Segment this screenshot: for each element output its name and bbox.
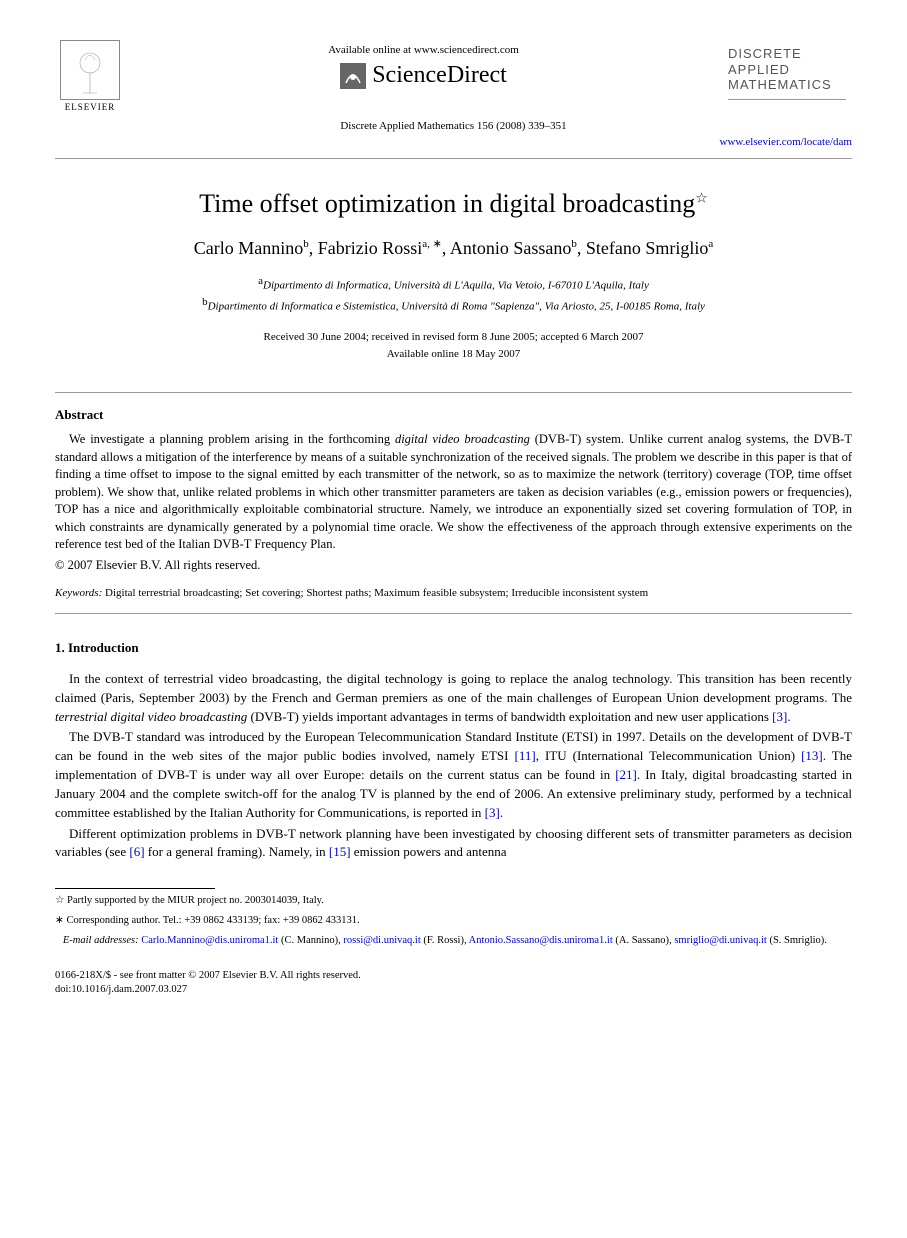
platform-name: ScienceDirect — [372, 62, 507, 89]
affiliation-a: aDipartimento di Informatica, Università… — [55, 273, 852, 294]
abstract-heading: Abstract — [55, 407, 852, 423]
email-mannino[interactable]: Carlo.Mannino@dis.uniroma1.it — [141, 935, 278, 946]
title-footnote-marker: ☆ — [695, 191, 708, 206]
publisher-logo: ELSEVIER — [55, 40, 125, 112]
online-date: Available online 18 May 2007 — [55, 346, 852, 363]
author-list: Carlo Manninob, Fabrizio Rossia, ∗, Anto… — [55, 237, 852, 259]
ref-link-3b[interactable]: [3] — [485, 805, 500, 820]
available-online-text: Available online at www.sciencedirect.co… — [125, 44, 722, 56]
keywords-label: Keywords: — [55, 587, 102, 599]
intro-paragraph-3: Different optimization problems in DVB-T… — [55, 825, 852, 863]
emails-label: E-mail addresses: — [63, 935, 139, 946]
email-smriglio[interactable]: smriglio@di.univaq.it — [674, 935, 767, 946]
ref-link-21[interactable]: [21] — [615, 767, 637, 782]
keywords-line: Keywords: Digital terrestrial broadcasti… — [55, 587, 852, 599]
affiliations: aDipartimento di Informatica, Università… — [55, 273, 852, 315]
ref-link-6[interactable]: [6] — [129, 844, 144, 859]
journal-title-box: DISCRETEAPPLIEDMATHEMATICS — [722, 40, 852, 106]
elsevier-tree-icon — [60, 40, 120, 100]
ref-link-15[interactable]: [15] — [329, 844, 351, 859]
intro-paragraph-2: The DVB-T standard was introduced by the… — [55, 728, 852, 822]
footer-doi: doi:10.1016/j.dam.2007.03.027 — [55, 983, 852, 998]
footnote-emails: E-mail addresses: Carlo.Mannino@dis.unir… — [55, 933, 852, 949]
header-row: ELSEVIER Available online at www.science… — [55, 40, 852, 112]
publisher-name: ELSEVIER — [65, 102, 116, 112]
article-title: Time offset optimization in digital broa… — [55, 189, 852, 219]
affiliation-b: bDipartimento di Informatica e Sistemist… — [55, 294, 852, 315]
abstract-bottom-divider — [55, 613, 852, 614]
email-rossi[interactable]: rossi@di.univaq.it — [343, 935, 420, 946]
star-marker: ☆ — [55, 895, 67, 906]
received-date: Received 30 June 2004; received in revis… — [55, 329, 852, 346]
article-dates: Received 30 June 2004; received in revis… — [55, 329, 852, 362]
abstract-copyright: © 2007 Elsevier B.V. All rights reserved… — [55, 558, 852, 573]
header-divider — [55, 158, 852, 159]
footnote-rule — [55, 888, 215, 889]
keywords-text: Digital terrestrial broadcasting; Set co… — [105, 587, 648, 599]
ref-link-13[interactable]: [13] — [801, 748, 823, 763]
platform-brand: ScienceDirect — [125, 62, 722, 89]
email-sassano[interactable]: Antonio.Sassano@dis.uniroma1.it — [469, 935, 613, 946]
footnote-corresponding: ∗ Corresponding author. Tel.: +39 0862 4… — [55, 913, 852, 929]
center-header: Available online at www.sciencedirect.co… — [125, 40, 722, 89]
footnote-funding: ☆ Partly supported by the MIUR project n… — [55, 893, 852, 909]
asterisk-marker: ∗ — [55, 915, 66, 926]
ref-link-11[interactable]: [11] — [515, 748, 536, 763]
section-1-heading: 1. Introduction — [55, 640, 852, 656]
abstract-top-divider — [55, 392, 852, 393]
page-footer: 0166-218X/$ - see front matter © 2007 El… — [55, 969, 852, 998]
citation-line: Discrete Applied Mathematics 156 (2008) … — [55, 120, 852, 132]
sciencedirect-icon — [340, 63, 366, 89]
abstract-body: We investigate a planning problem arisin… — [55, 431, 852, 554]
paper-page: ELSEVIER Available online at www.science… — [0, 0, 907, 1028]
ref-link-3a[interactable]: [3] — [772, 709, 787, 724]
footer-front-matter: 0166-218X/$ - see front matter © 2007 El… — [55, 969, 852, 984]
journal-homepage-link[interactable]: www.elsevier.com/locate/dam — [55, 136, 852, 148]
intro-paragraph-1: In the context of terrestrial video broa… — [55, 670, 852, 727]
